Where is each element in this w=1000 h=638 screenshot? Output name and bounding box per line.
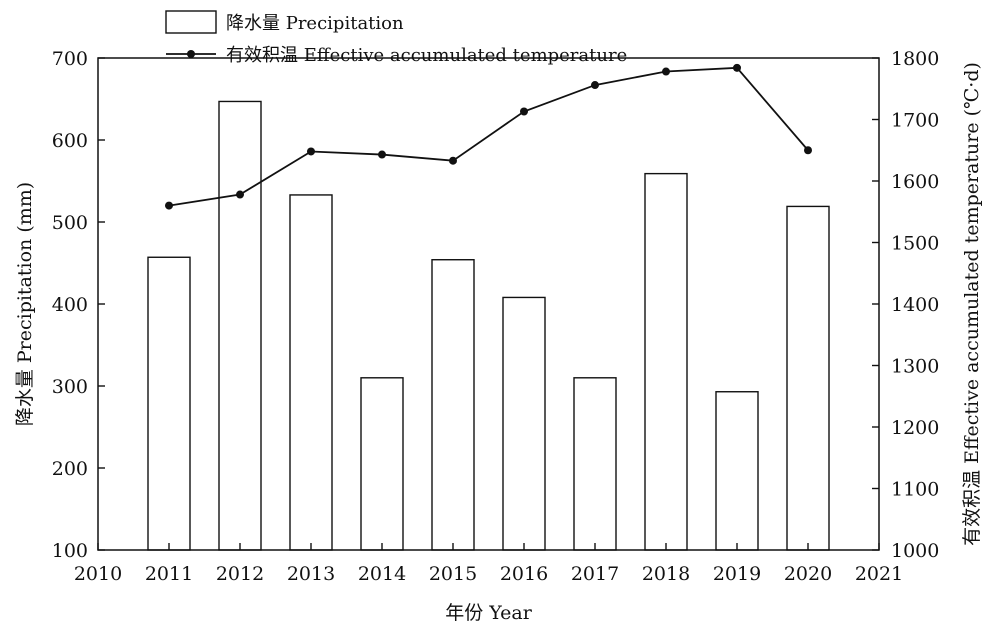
right-y-tick-label-1800: 1800 (891, 48, 939, 70)
temperature-point-2018 (662, 67, 670, 76)
precipitation-bar-2019 (715, 391, 759, 551)
precipitation-bar-2012 (218, 100, 262, 551)
precipitation-bar-2020 (786, 205, 830, 551)
left-y-tick-label-400: 400 (52, 294, 88, 316)
right-y-tick-label-1300: 1300 (891, 356, 939, 378)
precipitation-bar-2016 (502, 296, 546, 551)
temperature-point-2014 (378, 150, 386, 159)
right-y-axis-title: 有效积温 Effective accumulated temperature (… (961, 62, 983, 546)
temperature-point-2011 (165, 201, 173, 210)
precipitation-bar-2014 (360, 377, 404, 551)
x-tick-label-2021: 2021 (855, 563, 903, 585)
precipitation-bar-2015 (431, 259, 475, 551)
legend-temperature-marker (187, 50, 195, 58)
temperature-point-2013 (307, 147, 315, 156)
x-tick-label-2019: 2019 (713, 563, 761, 585)
left-y-tick-label-100: 100 (52, 540, 88, 562)
temperature-point-2017 (591, 81, 599, 90)
legend-temperature-label: 有效积温 Effective accumulated temperature (226, 45, 627, 66)
x-tick-label-2017: 2017 (571, 563, 619, 585)
left-y-tick-label-500: 500 (52, 212, 88, 234)
left-y-axis-title: 降水量 Precipitation (mm) (14, 182, 36, 426)
legend-precipitation-label: 降水量 Precipitation (226, 13, 404, 34)
right-y-tick-label-1500: 1500 (891, 233, 939, 255)
left-y-tick-label-600: 600 (52, 130, 88, 152)
x-tick-label-2013: 2013 (287, 563, 335, 585)
right-y-tick-label-1400: 1400 (891, 294, 939, 316)
x-tick-label-2015: 2015 (429, 563, 477, 585)
temperature-point-2019 (733, 63, 741, 72)
temperature-point-2016 (520, 107, 528, 116)
left-y-tick-label-700: 700 (52, 48, 88, 70)
precipitation-bar-2017 (573, 377, 617, 551)
temperature-point-2015 (449, 156, 457, 165)
x-tick-label-2011: 2011 (145, 563, 193, 585)
x-tick-label-2012: 2012 (216, 563, 264, 585)
x-tick-label-2010: 2010 (74, 563, 122, 585)
temperature-line (168, 66, 809, 207)
x-tick-label-2018: 2018 (642, 563, 690, 585)
left-y-tick-label-200: 200 (52, 458, 88, 480)
x-axis-title: 年份 Year (445, 602, 533, 624)
right-y-tick-label-1700: 1700 (891, 110, 939, 132)
right-y-tick-label-1000: 1000 (891, 540, 939, 562)
x-tick-label-2014: 2014 (358, 563, 406, 585)
precipitation-bar-2011 (147, 256, 191, 551)
legend-precipitation-swatch (165, 10, 217, 34)
precipitation-bar-2013 (289, 194, 333, 551)
right-y-tick-label-1600: 1600 (891, 171, 939, 193)
temperature-point-2012 (236, 190, 244, 199)
x-tick-label-2020: 2020 (784, 563, 832, 585)
left-y-tick-label-300: 300 (52, 376, 88, 398)
precipitation-bar-2018 (644, 172, 688, 551)
x-tick-label-2016: 2016 (500, 563, 548, 585)
right-y-tick-label-1200: 1200 (891, 417, 939, 439)
plot-frame (97, 57, 880, 551)
right-y-tick-label-1100: 1100 (891, 479, 939, 501)
temperature-point-2020 (804, 146, 812, 155)
